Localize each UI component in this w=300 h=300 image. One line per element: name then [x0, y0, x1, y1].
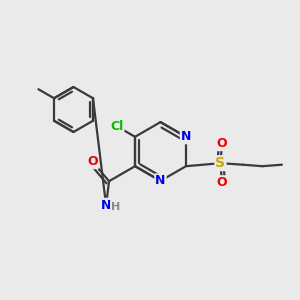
Text: O: O: [87, 155, 98, 168]
Text: Cl: Cl: [110, 120, 124, 133]
Text: N: N: [155, 174, 166, 188]
Text: N: N: [101, 199, 111, 212]
Text: O: O: [217, 176, 227, 189]
Text: N: N: [181, 130, 191, 143]
Text: O: O: [217, 137, 227, 150]
Text: H: H: [111, 202, 120, 212]
Text: S: S: [215, 156, 226, 170]
